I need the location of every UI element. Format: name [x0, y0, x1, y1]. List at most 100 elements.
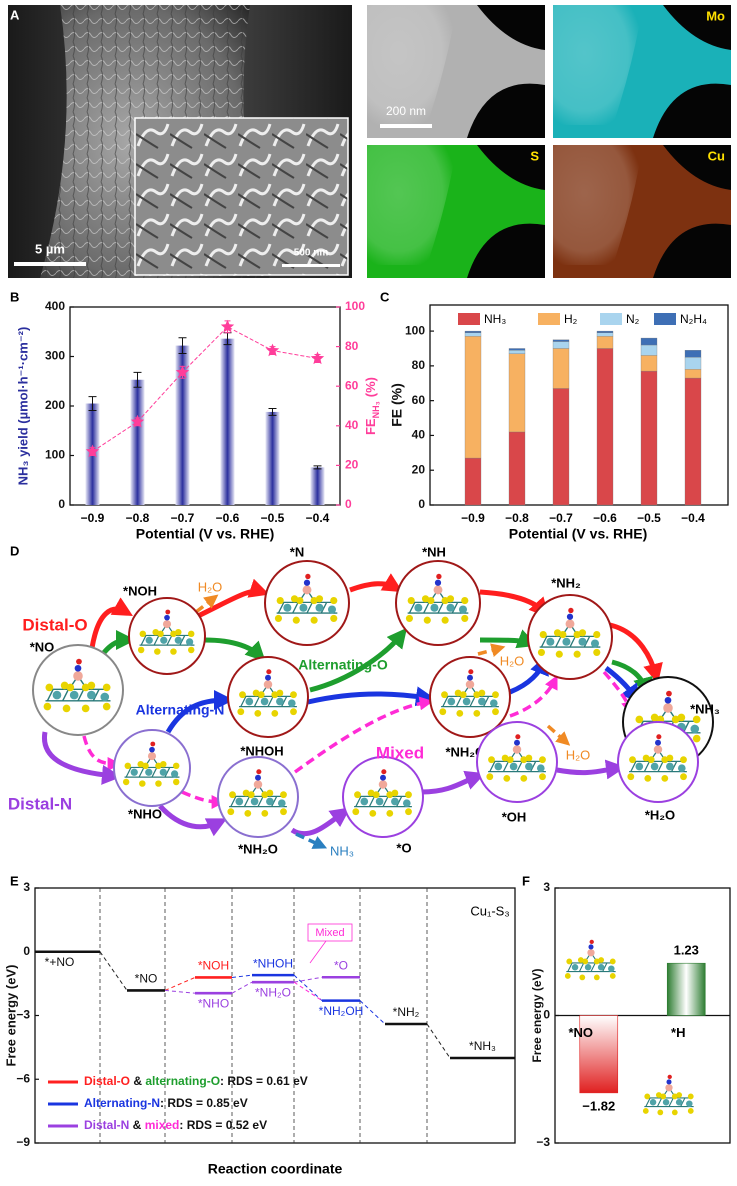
legend-label: N₂H₄ — [680, 312, 707, 326]
intermediate-label: *NH₂O — [238, 841, 278, 856]
level-connector — [293, 974, 323, 1001]
legend-label: Distal-N & mixed: RDS = 0.52 eV — [84, 1118, 267, 1132]
legend-label: Alternating-N: RDS = 0.85 eV — [84, 1096, 248, 1110]
pathway-arrow — [349, 573, 403, 593]
fe-point — [175, 365, 190, 378]
y-tick-label: 0 — [58, 497, 65, 511]
level-connector — [293, 981, 323, 1002]
bar-segment — [596, 330, 614, 333]
y-tick-label: 300 — [45, 349, 65, 363]
level-label: *NH₂O — [255, 985, 291, 999]
bar-segment — [640, 344, 658, 356]
intermediate-label: *NH — [422, 544, 446, 559]
pathway-arrow — [421, 770, 486, 795]
map-highlight — [367, 5, 457, 125]
level-connector — [164, 977, 196, 991]
pathway-arrow — [41, 731, 122, 785]
bar-segment — [684, 357, 702, 370]
legend-label: Distal-O & alternating-O: RDS = 0.61 eV — [84, 1074, 308, 1088]
bar-segment — [596, 332, 614, 337]
scale-bar — [282, 264, 340, 267]
bar-segment — [596, 336, 614, 349]
bar-segment — [684, 369, 702, 379]
bar-segment — [552, 341, 570, 349]
legend-swatch — [654, 313, 676, 325]
y-tick-label: 0 — [543, 1008, 550, 1022]
error-bar — [268, 407, 277, 416]
pathway-arrow — [309, 627, 408, 693]
x-tick-label: −0.5 — [261, 511, 285, 525]
fe-point — [310, 351, 325, 365]
x-tick-label: −0.8 — [126, 511, 150, 525]
plot-frame — [429, 304, 729, 506]
intermediate-label: *N — [290, 544, 304, 559]
y-tick-label: 60 — [345, 378, 359, 392]
annotation-pointer — [309, 940, 327, 964]
bar-segment — [464, 332, 482, 337]
legend-swatch — [600, 313, 622, 325]
bar-segment — [508, 431, 526, 506]
intermediate-label: *NH₃ — [690, 701, 720, 716]
panel-label: C — [380, 289, 390, 304]
pathway-arrow — [307, 686, 436, 707]
level-connector — [164, 989, 196, 994]
level-label: *O — [334, 958, 348, 972]
pathway-arrow — [477, 643, 506, 657]
axis-label: Free energy (eV) — [3, 965, 18, 1067]
bar-segment — [596, 348, 614, 506]
x-tick-label: −0.4 — [681, 511, 705, 525]
bar-segment — [640, 370, 658, 506]
bar-segment — [508, 353, 526, 433]
y-tick-label: 100 — [345, 299, 365, 313]
y-tick-label: 3 — [543, 880, 550, 894]
category-label: *NO — [568, 1025, 593, 1040]
map-highlight — [553, 5, 643, 125]
pathway-arrow — [546, 724, 571, 746]
x-tick-label: −0.8 — [505, 511, 529, 525]
pathway-arrow — [196, 578, 270, 619]
level-connector — [99, 951, 128, 991]
x-tick-label: −0.4 — [306, 511, 330, 525]
axis-label: FENH₃ (%) — [363, 377, 381, 435]
level-connector — [426, 1023, 451, 1059]
sem-inset — [134, 117, 349, 276]
annotation: Cu₁-S₃ — [470, 903, 509, 918]
y-tick-label: 40 — [412, 428, 426, 442]
legend-part: Alternating-N — [84, 1096, 160, 1110]
scale-label: 200 nm — [386, 104, 426, 118]
intermediate-label: *NHOH — [240, 743, 283, 758]
intermediate-label: *NO — [30, 639, 55, 654]
intermediate-label: *NOH — [123, 583, 157, 598]
bar — [265, 411, 280, 505]
byproduct-label: H₂O — [198, 579, 223, 594]
intermediate-label: *H₂O — [645, 807, 675, 822]
x-tick-label: −0.9 — [81, 511, 105, 525]
fe-point — [220, 319, 235, 333]
legend-part: & — [129, 1118, 144, 1132]
intermediate-label: *O — [396, 840, 411, 855]
bar-segment — [508, 348, 526, 351]
y-tick-label: −9 — [16, 1135, 30, 1149]
fe-point — [85, 444, 100, 458]
scale-bar — [380, 124, 432, 128]
pathway-arrow — [295, 832, 328, 849]
element-label: Mo — [706, 8, 725, 23]
error-bar — [88, 396, 97, 411]
x-tick-label: −0.7 — [171, 511, 195, 525]
axis-label: FE (%) — [389, 383, 405, 427]
level-connector — [231, 981, 253, 994]
pathway-arrow — [290, 807, 351, 837]
fe-point — [265, 343, 280, 357]
y-tick-label: 0 — [418, 497, 425, 511]
axis-label: Potential (V vs. RHE) — [509, 526, 647, 542]
bar — [579, 1015, 619, 1094]
legend-part: mixed — [145, 1118, 180, 1132]
map-highlight — [553, 145, 643, 265]
bar — [666, 962, 706, 1016]
legend-swatch — [538, 313, 560, 325]
legend-part: & — [130, 1074, 145, 1088]
legend-label: NH₃ — [484, 312, 506, 326]
bar-segment — [552, 388, 570, 506]
legend-part: : RDS = 0.52 eV — [179, 1118, 267, 1132]
annotation-box — [307, 923, 353, 942]
